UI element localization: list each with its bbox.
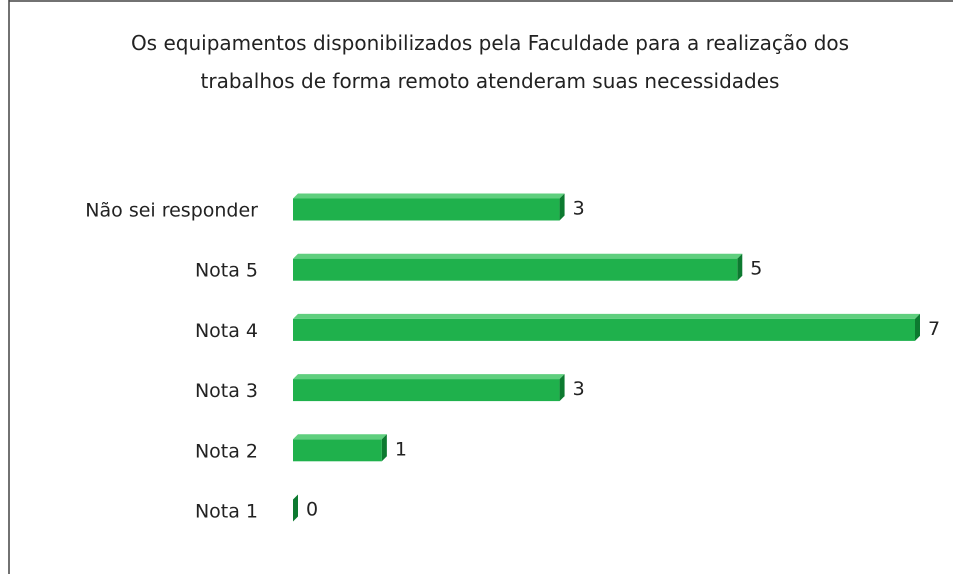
bar (293, 253, 743, 281)
y-tick-label: Nota 2 (195, 440, 258, 462)
data-label: 5 (750, 258, 762, 280)
bar (293, 434, 387, 462)
bar (293, 193, 565, 221)
bar (293, 494, 298, 522)
data-label: 3 (573, 378, 585, 400)
bar (293, 313, 920, 341)
y-tick-label: Nota 4 (195, 320, 258, 342)
data-label: 0 (306, 499, 318, 521)
chart-title: Os equipamentos disponibilizados pela Fa… (130, 31, 850, 93)
bar (293, 374, 565, 402)
data-label: 7 (928, 318, 940, 340)
y-tick-label: Nota 1 (195, 501, 258, 523)
y-tick-label: Nota 3 (195, 380, 258, 402)
y-tick-label: Nota 5 (195, 260, 258, 282)
y-tick-label: Não sei responder (85, 200, 258, 222)
data-label: 3 (573, 198, 585, 220)
data-label: 1 (395, 438, 407, 460)
